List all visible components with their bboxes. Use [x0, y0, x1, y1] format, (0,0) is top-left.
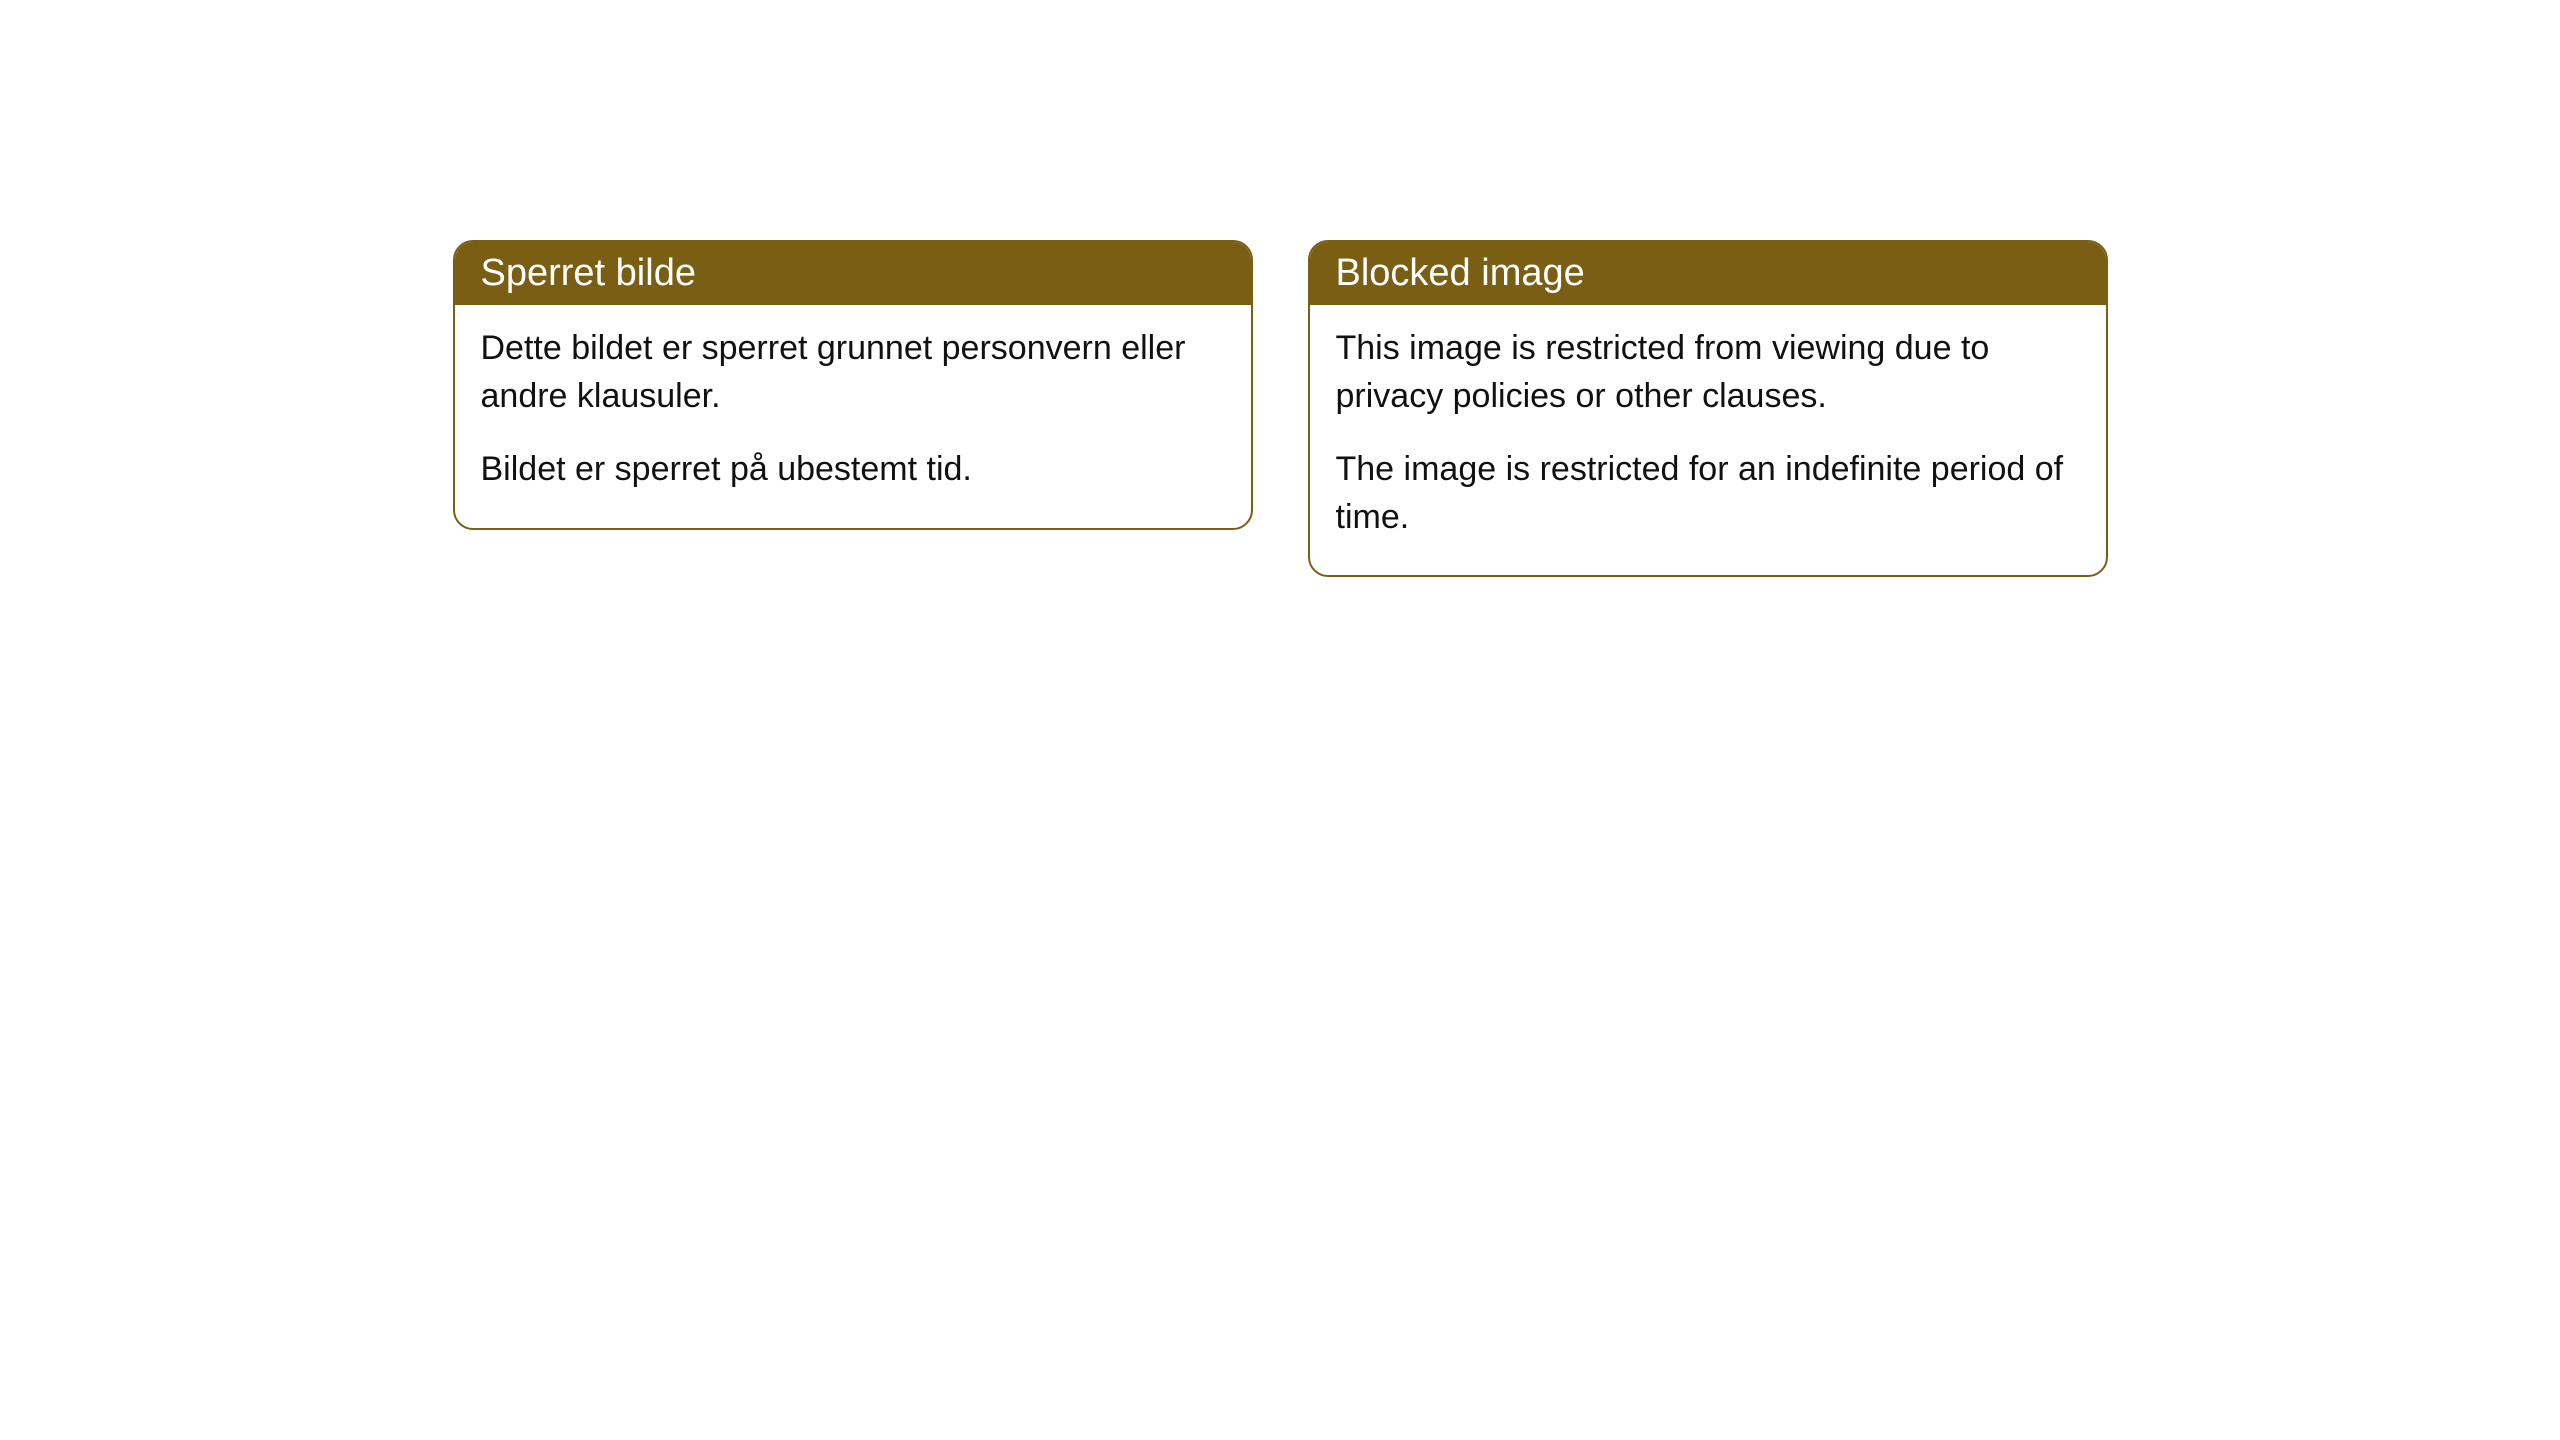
blocked-image-card-norwegian: Sperret bilde Dette bildet er sperret gr… — [453, 240, 1253, 530]
card-header: Sperret bilde — [455, 242, 1251, 305]
card-body: This image is restricted from viewing du… — [1310, 305, 2106, 575]
card-paragraph: This image is restricted from viewing du… — [1336, 325, 2080, 420]
card-title: Sperret bilde — [481, 252, 696, 294]
card-body: Dette bildet er sperret grunnet personve… — [455, 305, 1251, 528]
card-title: Blocked image — [1336, 252, 1585, 294]
card-paragraph: Dette bildet er sperret grunnet personve… — [481, 325, 1225, 420]
card-paragraph: The image is restricted for an indefinit… — [1336, 446, 2080, 541]
card-header: Blocked image — [1310, 242, 2106, 305]
cards-container: Sperret bilde Dette bildet er sperret gr… — [453, 240, 2108, 1440]
card-paragraph: Bildet er sperret på ubestemt tid. — [481, 446, 1225, 494]
blocked-image-card-english: Blocked image This image is restricted f… — [1308, 240, 2108, 577]
